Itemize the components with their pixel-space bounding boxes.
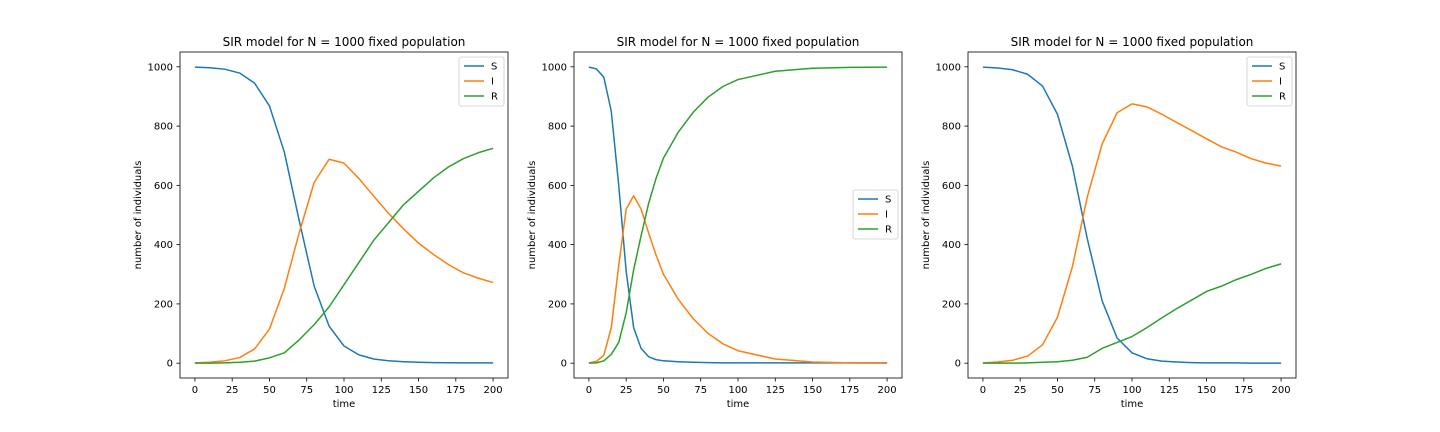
panel-2-xtick-label: 75 <box>694 385 707 396</box>
panel-2-xtick-label: 125 <box>766 385 785 396</box>
panel-2-x-axis-label: time <box>727 399 750 410</box>
panel-3-series-r-line <box>982 263 1282 364</box>
panel-3-legend-label-i: I <box>1279 77 1282 88</box>
panel-1-ytick-label: 600 <box>154 181 173 192</box>
panel-1-y-axis-label: number of individuals <box>133 161 144 270</box>
panel-3-xtick-label: 150 <box>1197 385 1216 396</box>
panel-1-legend-label-r: R <box>491 92 498 103</box>
panel-2-ytick-label: 1000 <box>542 62 567 73</box>
panel-2-xtick-label: 200 <box>878 385 897 396</box>
panel-2-ytick-label: 0 <box>561 359 567 370</box>
panel-1-ytick-label: 0 <box>167 359 173 370</box>
panel-3-ytick-label: 0 <box>955 359 961 370</box>
panel-2-ytick-label: 600 <box>548 181 567 192</box>
panel-2-xtick-label: 150 <box>803 385 822 396</box>
panel-2-series-i-line <box>588 194 888 364</box>
panel-2-legend: SIR <box>852 189 899 240</box>
panel-3-y-axis-label: number of individuals <box>921 161 932 270</box>
panel-3-legend-label-r: R <box>1279 92 1286 103</box>
panel-1-legend-label-s: S <box>491 62 497 73</box>
panel-3-title: SIR model for N = 1000 fixed population <box>1011 35 1254 49</box>
panel-2-xtick-label: 50 <box>657 385 670 396</box>
panel-1: 0 25 50 75 100 125 150 175 200 0 200 400 600 800 1000 S… <box>133 35 509 410</box>
panel-2-xtick-label: 25 <box>620 385 633 396</box>
panel-1-title: SIR model for N = 1000 fixed population <box>223 35 466 49</box>
panel-2-xtick-label: 100 <box>728 385 747 396</box>
panel-1-xtick-label: 25 <box>226 385 239 396</box>
panel-3-xtick-label: 75 <box>1088 385 1101 396</box>
panel-1-xtick-label: 150 <box>409 385 428 396</box>
panel-3-x-axis-label: time <box>1121 399 1144 410</box>
panel-2-xtick-label: 0 <box>586 385 592 396</box>
panel-1-ytick-label: 800 <box>154 122 173 133</box>
panel-3-ytick-label: 800 <box>942 122 961 133</box>
panel-3-series-i-line <box>982 103 1282 364</box>
panel-1-series-r-line <box>194 147 494 364</box>
panel-2-xtick-label: 175 <box>840 385 859 396</box>
panel-3-ytick-label: 200 <box>942 299 961 310</box>
panel-3-xtick-label: 50 <box>1051 385 1064 396</box>
panel-1-series-s-line <box>194 66 494 364</box>
panel-3-xtick-label: 25 <box>1014 385 1027 396</box>
panel-1-xtick-label: 200 <box>484 385 503 396</box>
panel-1-ytick-label: 1000 <box>148 62 173 73</box>
panel-3-ytick-label: 1000 <box>936 62 961 73</box>
panel-3-xtick-label: 100 <box>1122 385 1141 396</box>
panel-1-xtick-label: 0 <box>192 385 198 396</box>
panel-2: 0 25 50 75 100 125 150 175 200 0 200 400 600 800 1000 S… <box>527 35 903 410</box>
panel-3-legend-label-s: S <box>1279 62 1285 73</box>
panel-3-ytick-label: 600 <box>942 181 961 192</box>
panel-2-title: SIR model for N = 1000 fixed population <box>617 35 860 49</box>
panel-2-legend-label-r: R <box>885 225 892 236</box>
panel-1-xtick-label: 75 <box>300 385 313 396</box>
panel-3-xtick-label: 200 <box>1272 385 1291 396</box>
panel-3-legend: SIR <box>1246 56 1293 107</box>
panel-2-legend-label-i: I <box>885 210 888 221</box>
panel-1-xtick-label: 50 <box>263 385 276 396</box>
panel-1-series-i-line <box>194 158 494 364</box>
panel-1-ytick-label: 200 <box>154 299 173 310</box>
panel-2-ytick-label: 200 <box>548 299 567 310</box>
panel-2-y-axis-label: number of individuals <box>527 161 538 270</box>
panel-1-x-axis-label: time <box>333 399 356 410</box>
panel-2-series-r-line <box>588 66 888 364</box>
panel-3-xtick-label: 0 <box>980 385 986 396</box>
panel-3-ytick-label: 400 <box>942 240 961 251</box>
panel-2-series-s-line <box>588 66 888 364</box>
panel-3: 0 25 50 75 100 125 150 175 200 0 200 400 600 800 1000 S… <box>921 35 1297 410</box>
panel-3-series-s-line <box>982 66 1282 364</box>
panel-2-ytick-label: 400 <box>548 240 567 251</box>
panel-1-legend: SIR <box>458 56 505 107</box>
panel-3-xtick-label: 125 <box>1160 385 1179 396</box>
panel-1-xtick-label: 100 <box>334 385 353 396</box>
panel-3-xtick-label: 175 <box>1234 385 1253 396</box>
panel-2-ytick-label: 800 <box>548 122 567 133</box>
panel-1-xtick-label: 175 <box>446 385 465 396</box>
panel-1-xtick-label: 125 <box>372 385 391 396</box>
panel-1-legend-label-i: I <box>491 77 494 88</box>
panel-1-ytick-label: 400 <box>154 240 173 251</box>
panel-2-legend-label-s: S <box>885 195 891 206</box>
